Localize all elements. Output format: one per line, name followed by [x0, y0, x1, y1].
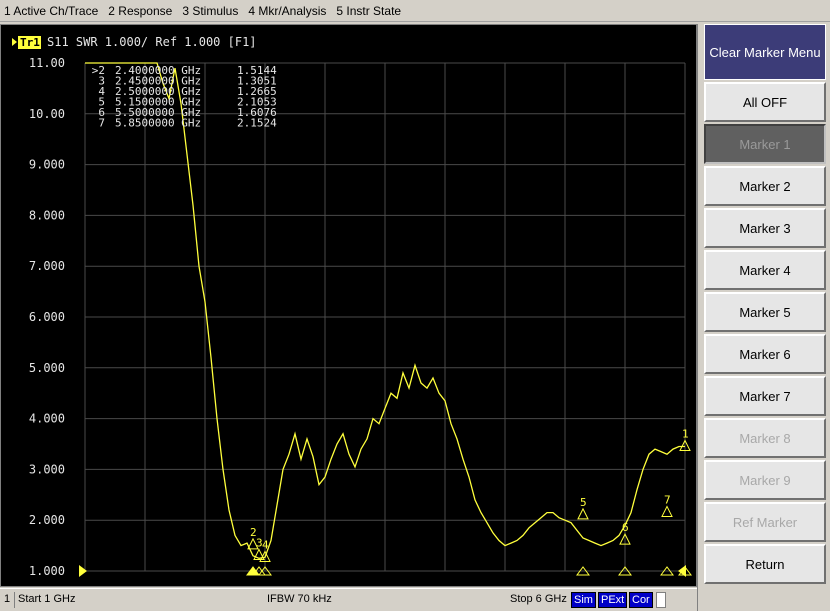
softkey-marker-7[interactable]: Marker 7 [704, 376, 826, 416]
marker-table-freq: 2.5000000 GHz [115, 85, 201, 98]
marker-label: 7 [664, 493, 671, 506]
softkey-marker-6[interactable]: Marker 6 [704, 334, 826, 374]
softkey-marker-4[interactable]: Marker 4 [704, 250, 826, 290]
menu-response[interactable]: 2 Response [108, 3, 173, 18]
trace-header-text: S11 SWR 1.000/ Ref 1.000 [F1] [47, 35, 257, 49]
marker-table-freq: 5.5000000 GHz [115, 106, 201, 119]
y-tick-label: 1.000 [29, 564, 65, 578]
status-indicator-box [656, 592, 666, 608]
marker-table-id: 6 [98, 106, 105, 119]
y-tick-label: 7.000 [29, 259, 65, 273]
sim-indicator: Sim [571, 592, 596, 608]
softkey-marker-5[interactable]: Marker 5 [704, 292, 826, 332]
marker-table-id: 5 [98, 96, 105, 109]
marker-label: 4 [262, 538, 269, 551]
start-frequency[interactable]: Start 1 GHz [18, 593, 76, 605]
marker-table-value: 2.1053 [237, 96, 277, 109]
y-tick-label: 11.00 [29, 56, 65, 70]
marker-table-id: 3 [98, 75, 105, 88]
y-tick-label: 6.000 [29, 310, 65, 324]
softkey-return[interactable]: Return [704, 544, 826, 584]
y-tick-label: 9.000 [29, 158, 65, 172]
markers: 1 23 4 5 6 7 [246, 428, 692, 576]
softkey-marker-8[interactable]: Marker 8 [704, 418, 826, 458]
y-tick-label: 8.000 [29, 208, 65, 222]
marker-2[interactable]: 2 [246, 526, 260, 576]
swr-plot[interactable]: 11.00 10.00 9.000 8.000 7.000 6.000 5.000 4.000… [1, 25, 698, 588]
softkey-all-off[interactable]: All OFF [704, 82, 826, 122]
marker-table-freq: 5.1500000 GHz [115, 96, 201, 109]
marker-table-freq: 2.4500000 GHz [115, 75, 201, 88]
y-tick-label: 5.000 [29, 361, 65, 375]
marker-table-value: 1.5144 [237, 64, 277, 77]
marker-label: 1 [682, 428, 689, 441]
trace-line [85, 62, 685, 559]
menu-instr-state[interactable]: 5 Instr State [336, 3, 402, 18]
y-tick-label: 4.000 [29, 412, 65, 426]
marker-table-freq: 5.8500000 GHz [115, 117, 201, 130]
marker-table-freq: 2.4000000 GHz [115, 64, 201, 77]
marker-triangle [577, 507, 589, 520]
softkey-panel: Clear Marker Menu All OFF Marker 1 Marker … [697, 24, 830, 611]
softkey-marker-2[interactable]: Marker 2 [704, 166, 826, 206]
marker-triangle [247, 537, 259, 550]
marker-stimulus-indicator [660, 566, 674, 576]
menu-mkr-analysis[interactable]: 4 Mkr/Analysis [248, 3, 327, 18]
softkey-marker-1[interactable]: Marker 1 [704, 124, 826, 164]
marker-7[interactable]: 7 [660, 493, 674, 576]
grid [84, 62, 686, 572]
menu-stimulus[interactable]: 3 Stimulus [182, 3, 239, 18]
softkey-ref-marker[interactable]: Ref Marker [704, 502, 826, 542]
marker-4[interactable]: 4 [258, 538, 272, 576]
cor-indicator: Cor [629, 592, 653, 608]
trace-badge: Tr1 [20, 36, 40, 49]
marker-5[interactable]: 5 [576, 496, 590, 576]
softkey-marker-9[interactable]: Marker 9 [704, 460, 826, 500]
marker-triangle [679, 439, 691, 452]
ref-arrow-left [79, 565, 87, 577]
marker-6[interactable]: 6 [618, 521, 632, 576]
marker-table-value: 1.2665 [237, 85, 277, 98]
marker-label: 2 [250, 526, 257, 539]
pext-indicator: PExt [598, 592, 628, 608]
marker-triangle [259, 550, 271, 562]
marker-stimulus-indicator [258, 566, 272, 576]
trace-header[interactable]: Tr1 S11 SWR 1.000/ Ref 1.000 [F1] [12, 35, 257, 49]
marker-table: >2 2.4000000 GHz 1.5144 3 2.4500000 GHz 1.305… [92, 64, 277, 130]
trace-s11 [85, 62, 685, 559]
marker-stimulus-indicator [618, 566, 632, 576]
marker-table-value: 2.1524 [237, 117, 277, 130]
marker-label: 3 [256, 537, 263, 550]
softkey-marker-3[interactable]: Marker 3 [704, 208, 826, 248]
trace-display[interactable]: 11.00 10.00 9.000 8.000 7.000 6.000 5.000 4.000… [0, 24, 697, 587]
marker-table-id: 7 [98, 117, 105, 130]
if-bandwidth[interactable]: IFBW 70 kHz [267, 593, 332, 605]
y-tick-labels: 11.00 10.00 9.000 8.000 7.000 6.000 5.000 4.000… [29, 56, 65, 578]
stop-frequency[interactable]: Stop 6 GHz [510, 593, 567, 605]
marker-triangle [253, 548, 265, 561]
status-bar: 1 Start 1 GHz IFBW 70 kHz Stop 6 GHz Sim… [0, 588, 697, 611]
ref-arrow-right [678, 565, 686, 577]
y-tick-label: 3.000 [29, 462, 65, 476]
marker-table-id: >2 [92, 64, 105, 77]
trace-badge-bg [18, 36, 41, 49]
y-tick-label: 2.000 [29, 513, 65, 527]
y-tick-label: 10.00 [29, 107, 65, 121]
marker-triangle [619, 533, 631, 545]
marker-triangle [661, 505, 673, 517]
active-trace-arrow [12, 38, 17, 46]
menu-bar: 1 Active Ch/Trace 2 Response 3 Stimulus … [0, 0, 830, 22]
marker-table-value: 1.3051 [237, 75, 277, 88]
marker-table-value: 1.6076 [237, 106, 277, 119]
marker-label: 6 [622, 521, 629, 534]
softkey-menu-title: Clear Marker Menu [704, 24, 826, 80]
marker-label: 5 [580, 496, 587, 509]
channel-number: 1 [4, 593, 11, 605]
marker-stimulus-indicator [576, 566, 590, 576]
menu-active-ch-trace[interactable]: 1 Active Ch/Trace [4, 3, 99, 18]
marker-table-id: 4 [98, 85, 105, 98]
